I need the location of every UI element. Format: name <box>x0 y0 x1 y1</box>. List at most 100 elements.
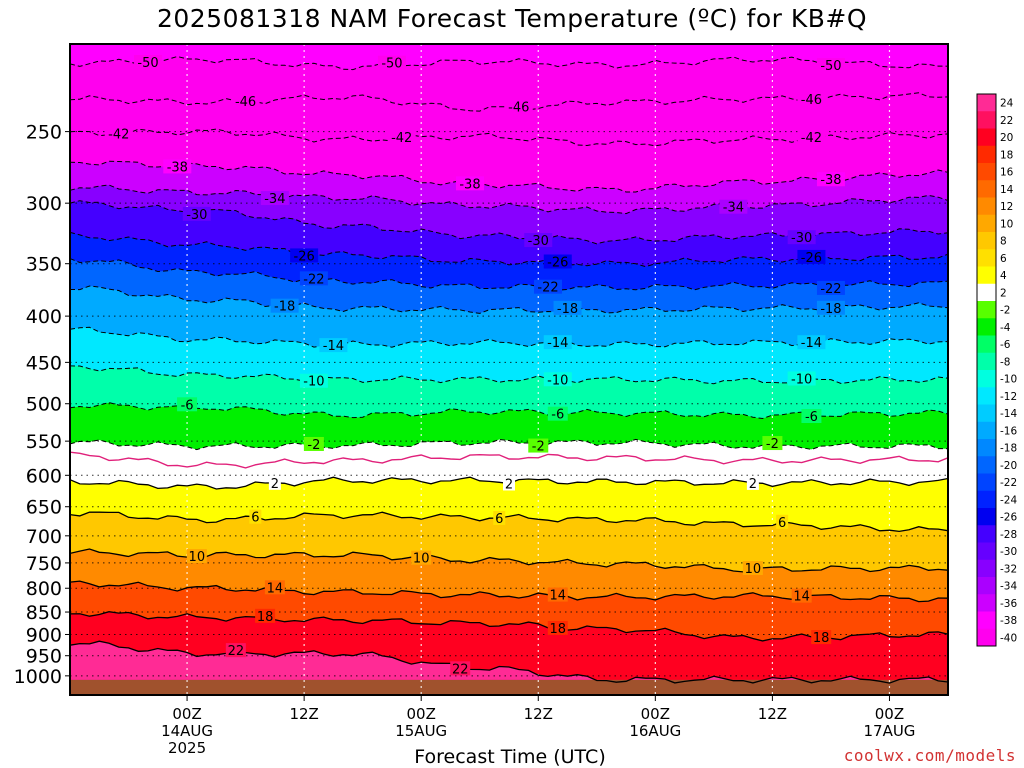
colorbar-swatch <box>977 145 996 164</box>
contour-label: -18 <box>820 302 841 317</box>
colorbar-label: -14 <box>1000 408 1017 420</box>
contour-label: -38 <box>167 160 188 175</box>
colorbar-swatch <box>977 232 996 250</box>
contour-label: -46 <box>508 101 529 116</box>
contour-label: -26 <box>547 256 568 271</box>
colorbar-label: -6 <box>1000 339 1011 351</box>
contour-label: -22 <box>820 282 841 297</box>
colorbar-label: -22 <box>1000 477 1017 489</box>
contour-label: -30 <box>528 234 549 249</box>
contour-label: -14 <box>547 336 568 351</box>
colorbar-swatch <box>977 370 996 388</box>
contour-label: 10 <box>189 550 206 565</box>
colorbar-label: -2 <box>1000 305 1010 317</box>
colorbar-swatch <box>977 404 996 423</box>
contour-line <box>70 128 948 147</box>
colorbar-label: 8 <box>1000 236 1007 248</box>
colorbar-swatch <box>977 301 996 319</box>
colorbar-label: -24 <box>1000 494 1017 506</box>
colorbar-label: 22 <box>1000 115 1013 127</box>
contour-label: 22 <box>452 662 469 677</box>
colorbar-label: -16 <box>1000 425 1017 437</box>
contour-label: 10 <box>745 562 762 577</box>
colorbar-swatch <box>977 335 996 354</box>
contour-label: 14 <box>550 589 567 604</box>
colorbar-swatch <box>977 387 996 405</box>
contour-label: -14 <box>323 339 344 354</box>
colorbar-label: 14 <box>1000 184 1014 196</box>
colorbar-label: -40 <box>1000 632 1017 644</box>
contour-label: -38 <box>459 177 480 192</box>
contour-label: -22 <box>537 281 558 296</box>
contour-label: -22 <box>303 272 324 287</box>
contour-line <box>70 55 948 71</box>
contour-label: -34 <box>723 201 744 216</box>
contour-label: -42 <box>801 131 822 146</box>
colorbar-label: 24 <box>1000 98 1014 110</box>
plot-frame <box>69 43 949 696</box>
ground-surface <box>70 679 948 695</box>
y-tick-label: 700 <box>26 526 62 548</box>
colorbar-swatch <box>977 456 996 474</box>
colorbar-swatch <box>977 197 996 216</box>
y-tick-label: 450 <box>26 352 62 374</box>
contour-line <box>70 548 948 573</box>
colorbar-label: -38 <box>1000 615 1017 627</box>
contour-label: -2 <box>532 440 545 455</box>
colorbar-swatch <box>977 490 996 509</box>
colorbar-swatch <box>977 128 996 147</box>
contour-label: 2 <box>749 477 757 492</box>
colorbar-label: -10 <box>1000 374 1017 386</box>
contour-label: -26 <box>294 249 315 264</box>
colorbar-label: -20 <box>1000 460 1017 472</box>
contour-label: -38 <box>820 173 841 188</box>
contour-line <box>70 200 948 245</box>
colorbar-swatch <box>977 594 996 612</box>
y-tick-label: 1000 <box>14 666 62 688</box>
y-tick-label: 350 <box>26 254 62 276</box>
contour-label: 2 <box>505 477 513 492</box>
contour-label: -10 <box>547 373 568 388</box>
colorbar-swatch <box>977 421 996 440</box>
x-tick-label: 12Z <box>289 705 318 723</box>
contour-label: -18 <box>274 300 295 315</box>
colorbar-swatch <box>977 611 996 630</box>
colorbar-swatch <box>977 111 996 129</box>
x-tick-label: 14AUG <box>161 722 213 740</box>
colorbar-swatch <box>977 163 996 181</box>
colorbar-swatch <box>977 283 996 302</box>
temperature-field: -50 -50 -50 -46 -46 -46 -42 -42 -42 -38 -38 -38 -34 -… <box>70 44 948 695</box>
colorbar-label: -34 <box>1000 581 1017 593</box>
contour-line <box>70 451 948 469</box>
x-tick-label: 15AUG <box>395 722 447 740</box>
chart-title: 2025081318 NAM Forecast Temperature (ºC)… <box>156 4 868 33</box>
y-tick-label: 750 <box>26 553 62 575</box>
contour-label: -46 <box>801 93 822 108</box>
x-axis-label: Forecast Time (UTC) <box>414 746 606 768</box>
contour-label: -26 <box>801 251 822 266</box>
contour-label: -2 <box>766 437 779 452</box>
contour-line <box>70 184 948 215</box>
colorbar-swatch <box>977 214 996 233</box>
x-tick-label: 00Z <box>407 705 436 723</box>
contour-line <box>70 326 948 348</box>
x-tick-label: 00Z <box>641 705 670 723</box>
contour-label: -18 <box>557 302 578 317</box>
colorbar-label: -18 <box>1000 443 1017 455</box>
contour-label: -42 <box>108 128 129 143</box>
y-tick-label: 650 <box>26 497 62 519</box>
colorbar-label: -30 <box>1000 546 1017 558</box>
y-tick-label: 400 <box>26 306 62 328</box>
colorbar-label: -32 <box>1000 563 1017 575</box>
contour-label: 6 <box>495 512 503 527</box>
contour-label: 18 <box>550 622 567 637</box>
contour-label: -46 <box>235 95 256 110</box>
x-tick-label: 00Z <box>875 705 904 723</box>
colorbar-swatch <box>977 473 996 492</box>
contour-line <box>70 611 948 642</box>
contour-label: 2 <box>271 477 279 492</box>
contour-label: 14 <box>793 590 810 605</box>
colorbar-label: 10 <box>1000 218 1013 230</box>
contour-line <box>70 438 948 451</box>
